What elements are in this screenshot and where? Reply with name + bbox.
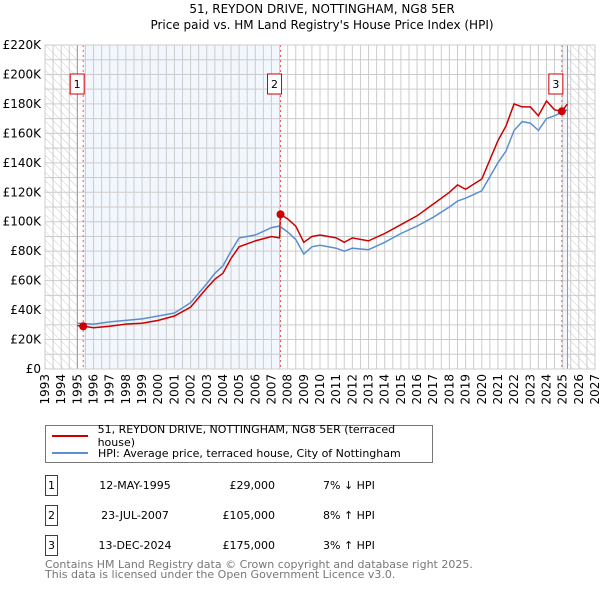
legend-swatch-blue — [52, 452, 88, 454]
transaction-number: 3 — [45, 535, 58, 556]
legend-label: 51, REYDON DRIVE, NOTTINGHAM, NG8 5ER (t… — [97, 423, 396, 449]
transaction-date: 12-MAY-1995 — [99, 479, 171, 492]
y-tick-label: £40K — [10, 303, 42, 317]
x-tick-label: 2000 — [151, 374, 165, 405]
x-tick-label: 2016 — [410, 374, 424, 405]
y-tick-label: £100K — [3, 215, 43, 229]
y-tick-label: £160K — [3, 126, 43, 140]
transaction-row: 2 23-JUL-2007 £105,000 8% ↑ HPI — [45, 505, 445, 526]
x-tick-label: 2017 — [426, 374, 440, 405]
x-tick-label: 2022 — [507, 374, 521, 405]
y-tick-label: £220K — [3, 38, 43, 52]
x-tick-label: 2006 — [248, 374, 262, 405]
y-tick-label: £120K — [3, 185, 43, 199]
y-tick-label: £60K — [10, 274, 42, 288]
x-tick-label: 2021 — [491, 374, 505, 405]
transaction-hpi: 8% ↑ HPI — [323, 509, 375, 522]
plot-border — [44, 44, 596, 370]
x-tick-label: 1996 — [87, 374, 101, 405]
y-tick-label: £80K — [10, 244, 42, 258]
sale-label-box — [69, 73, 85, 95]
x-tick-label: 2027 — [588, 374, 600, 405]
transaction-date: 13-DEC-2024 — [98, 539, 172, 552]
x-tick-label: 1994 — [54, 374, 68, 405]
sale-label-box — [267, 73, 283, 95]
x-tick-label: 2012 — [345, 374, 359, 405]
x-tick-label: 1995 — [70, 374, 84, 405]
y-tick-label: £140K — [3, 156, 43, 170]
transaction-number: 1 — [45, 475, 58, 496]
legend-swatch-red — [52, 435, 88, 437]
x-tick-label: 2003 — [200, 374, 214, 405]
footer-copyright: Contains HM Land Registry data © Crown c… — [45, 558, 473, 571]
x-tick-label: 2010 — [313, 374, 327, 405]
x-tick-label: 2014 — [378, 374, 392, 405]
sale-point — [557, 107, 566, 116]
hpi-line — [77, 109, 568, 325]
x-tick-label: 2005 — [232, 374, 246, 405]
x-tick-label: 2004 — [216, 374, 230, 405]
x-tick-label: 1993 — [38, 374, 52, 405]
legend-item-hpi: HPI: Average price, terraced house, City… — [52, 445, 401, 461]
x-tick-label: 2011 — [329, 374, 343, 405]
transaction-row: 1 12-MAY-1995 £29,000 7% ↓ HPI — [45, 475, 445, 496]
transaction-price: £29,000 — [229, 479, 276, 492]
sale-label: 3 — [552, 78, 559, 91]
x-tick-label: 2019 — [459, 374, 473, 405]
x-tick-label: 2026 — [572, 374, 586, 405]
sale-label: 2 — [271, 78, 278, 91]
transaction-price: £105,000 — [222, 509, 276, 522]
y-tick-label: £180K — [3, 97, 43, 111]
sale-point — [276, 210, 285, 219]
footer: Contains HM Land Registry data © Crown c… — [45, 558, 473, 581]
sale-point — [79, 322, 88, 331]
x-tick-label: 2009 — [297, 374, 311, 405]
x-tick-label: 1998 — [119, 374, 133, 405]
legend: 51, REYDON DRIVE, NOTTINGHAM, NG8 5ER (t… — [45, 423, 433, 463]
transaction-row: 3 13-DEC-2024 £175,000 3% ↑ HPI — [45, 535, 445, 556]
x-tick-label: 2013 — [362, 374, 376, 405]
x-tick-label: 1999 — [135, 374, 149, 405]
x-tick-label: 2002 — [184, 374, 198, 405]
sale-label-box — [548, 73, 564, 95]
legend-label: HPI: Average price, terraced house, City… — [98, 446, 401, 460]
y-tick-label: £20K — [10, 333, 42, 347]
x-tick-label: 2025 — [556, 374, 570, 405]
transaction-price: £175,000 — [222, 539, 276, 552]
property-price-line — [77, 99, 569, 329]
y-tick-label: £200K — [3, 67, 43, 81]
x-tick-label: 2007 — [264, 374, 278, 405]
x-tick-label: 2008 — [281, 374, 295, 405]
x-tick-label: 2001 — [167, 374, 181, 405]
transaction-hpi: 7% ↓ HPI — [323, 479, 375, 492]
transaction-number: 2 — [45, 505, 58, 526]
x-tick-label: 2018 — [442, 374, 456, 405]
transaction-hpi: 3% ↑ HPI — [323, 539, 375, 552]
x-tick-label: 2024 — [539, 374, 553, 405]
legend-item-property: 51, REYDON DRIVE, NOTTINGHAM, NG8 5ER (t… — [52, 423, 432, 449]
sale-label: 1 — [74, 78, 81, 91]
y-tick-label: £0 — [26, 362, 41, 376]
x-tick-label: 2023 — [523, 374, 537, 405]
x-tick-label: 2015 — [394, 374, 408, 405]
chart-title: 51, REYDON DRIVE, NOTTINGHAM, NG8 5ER — [189, 2, 454, 16]
price-chart: 51, REYDON DRIVE, NOTTINGHAM, NG8 5ER Pr… — [3, 2, 600, 405]
footer-licence: This data is licensed under the Open Gov… — [45, 568, 396, 581]
chart-subtitle: Price paid vs. HM Land Registry's House … — [150, 18, 493, 32]
transaction-date: 23-JUL-2007 — [101, 509, 169, 522]
x-tick-label: 1997 — [103, 374, 117, 405]
x-tick-label: 2020 — [475, 374, 489, 405]
